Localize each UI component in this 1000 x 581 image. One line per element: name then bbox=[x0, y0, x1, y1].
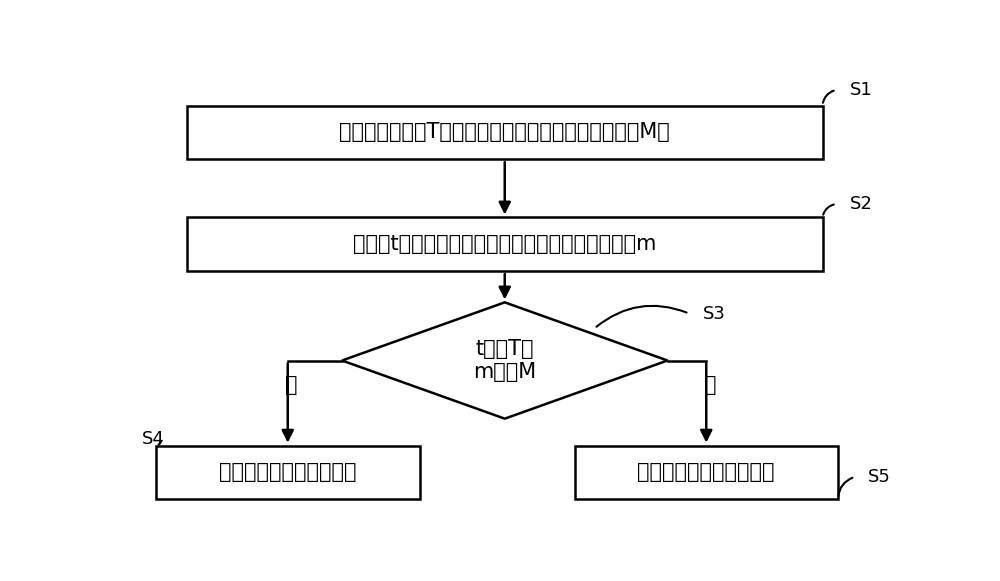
Text: S3: S3 bbox=[702, 304, 725, 322]
FancyArrowPatch shape bbox=[823, 91, 834, 103]
Bar bbox=[187, 106, 822, 159]
Bar bbox=[187, 217, 822, 271]
Bar bbox=[156, 446, 420, 499]
Text: 是: 是 bbox=[285, 375, 298, 395]
FancyArrowPatch shape bbox=[823, 205, 834, 214]
Text: 触发滑雪动画的转动显示: 触发滑雪动画的转动显示 bbox=[638, 462, 775, 482]
Text: 否: 否 bbox=[704, 375, 716, 395]
FancyArrowPatch shape bbox=[838, 478, 852, 496]
FancyArrowPatch shape bbox=[159, 442, 161, 444]
Text: 预设一定的时间T内，滑雪装置匀速运动的触发信号为M个: 预设一定的时间T内，滑雪装置匀速运动的触发信号为M个 bbox=[339, 123, 670, 142]
Text: 在时间t内，依次获取滑雪装置上传的多个触发信号m: 在时间t内，依次获取滑雪装置上传的多个触发信号m bbox=[353, 234, 656, 254]
Text: S4: S4 bbox=[142, 430, 165, 448]
Polygon shape bbox=[342, 302, 668, 419]
Text: S5: S5 bbox=[868, 468, 891, 486]
Text: S2: S2 bbox=[850, 195, 872, 213]
Bar bbox=[574, 446, 838, 499]
Text: 触发滑雪动画的加速显示: 触发滑雪动画的加速显示 bbox=[219, 462, 356, 482]
FancyArrowPatch shape bbox=[596, 306, 687, 327]
Text: t小于T，
m大于M: t小于T， m大于M bbox=[473, 339, 536, 382]
Text: S1: S1 bbox=[850, 81, 872, 99]
